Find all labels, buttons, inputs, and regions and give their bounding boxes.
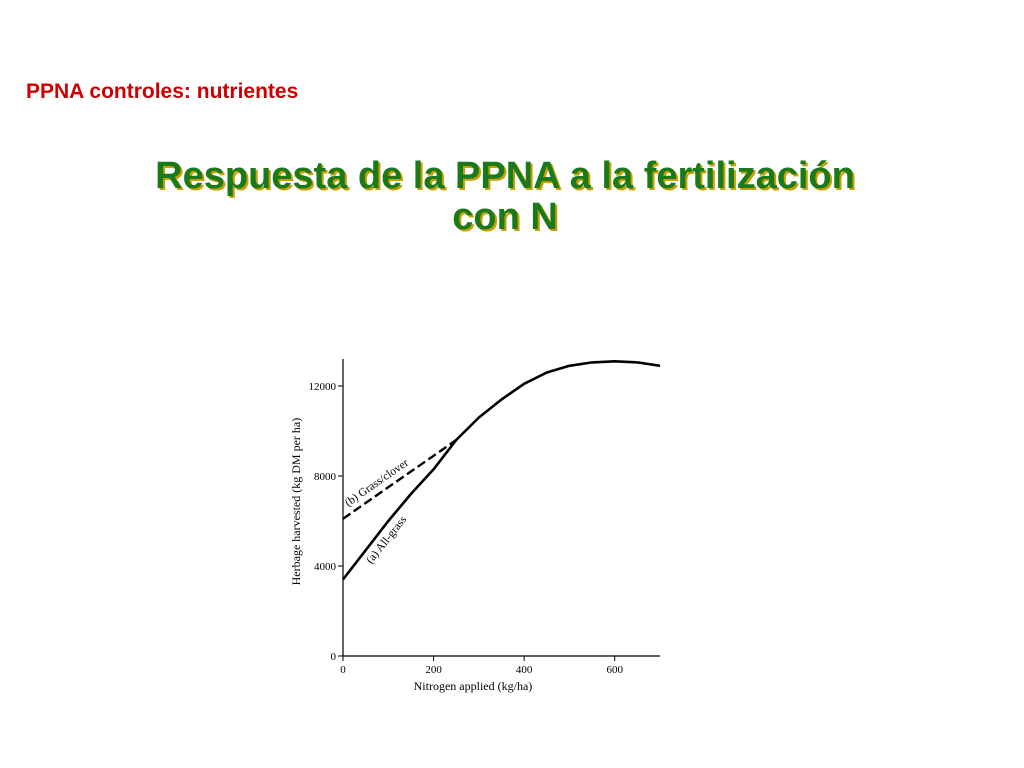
- section-label: PPNA controles: nutrientes: [26, 80, 298, 104]
- series-label-grass-clover: (b) Grass/clover: [343, 457, 411, 509]
- section-label-rest: : nutrientes: [183, 80, 299, 103]
- slide-title: Respuesta de la PPNA a la fertilización …: [0, 156, 1010, 238]
- x-tick-label: 200: [425, 664, 442, 676]
- nitrogen-response-chart: 0 4000 8000 12000 0 200 400 600 Nitrogen applied…: [289, 359, 661, 693]
- y-axis-label: Herbage harvested (kg DM per ha): [289, 418, 303, 586]
- y-tick-label: 8000: [314, 471, 337, 483]
- section-label-bold: PPNA controles: [26, 80, 184, 103]
- x-tick-label: 600: [606, 664, 623, 676]
- y-tick-label: 4000: [314, 561, 337, 573]
- y-tick-label: 12000: [309, 381, 337, 393]
- slide-title-line-2: con N: [452, 196, 558, 238]
- slide-title-line-1: Respuesta de la PPNA a la fertilización: [155, 155, 855, 197]
- x-axis-label: Nitrogen applied (kg/ha): [414, 679, 533, 693]
- series-line-all-grass: [341, 360, 661, 581]
- series-line-grass-clover: [342, 439, 457, 520]
- x-tick-label: 400: [516, 664, 533, 676]
- x-tick-label: 0: [340, 664, 346, 676]
- y-tick-label: 0: [331, 651, 337, 663]
